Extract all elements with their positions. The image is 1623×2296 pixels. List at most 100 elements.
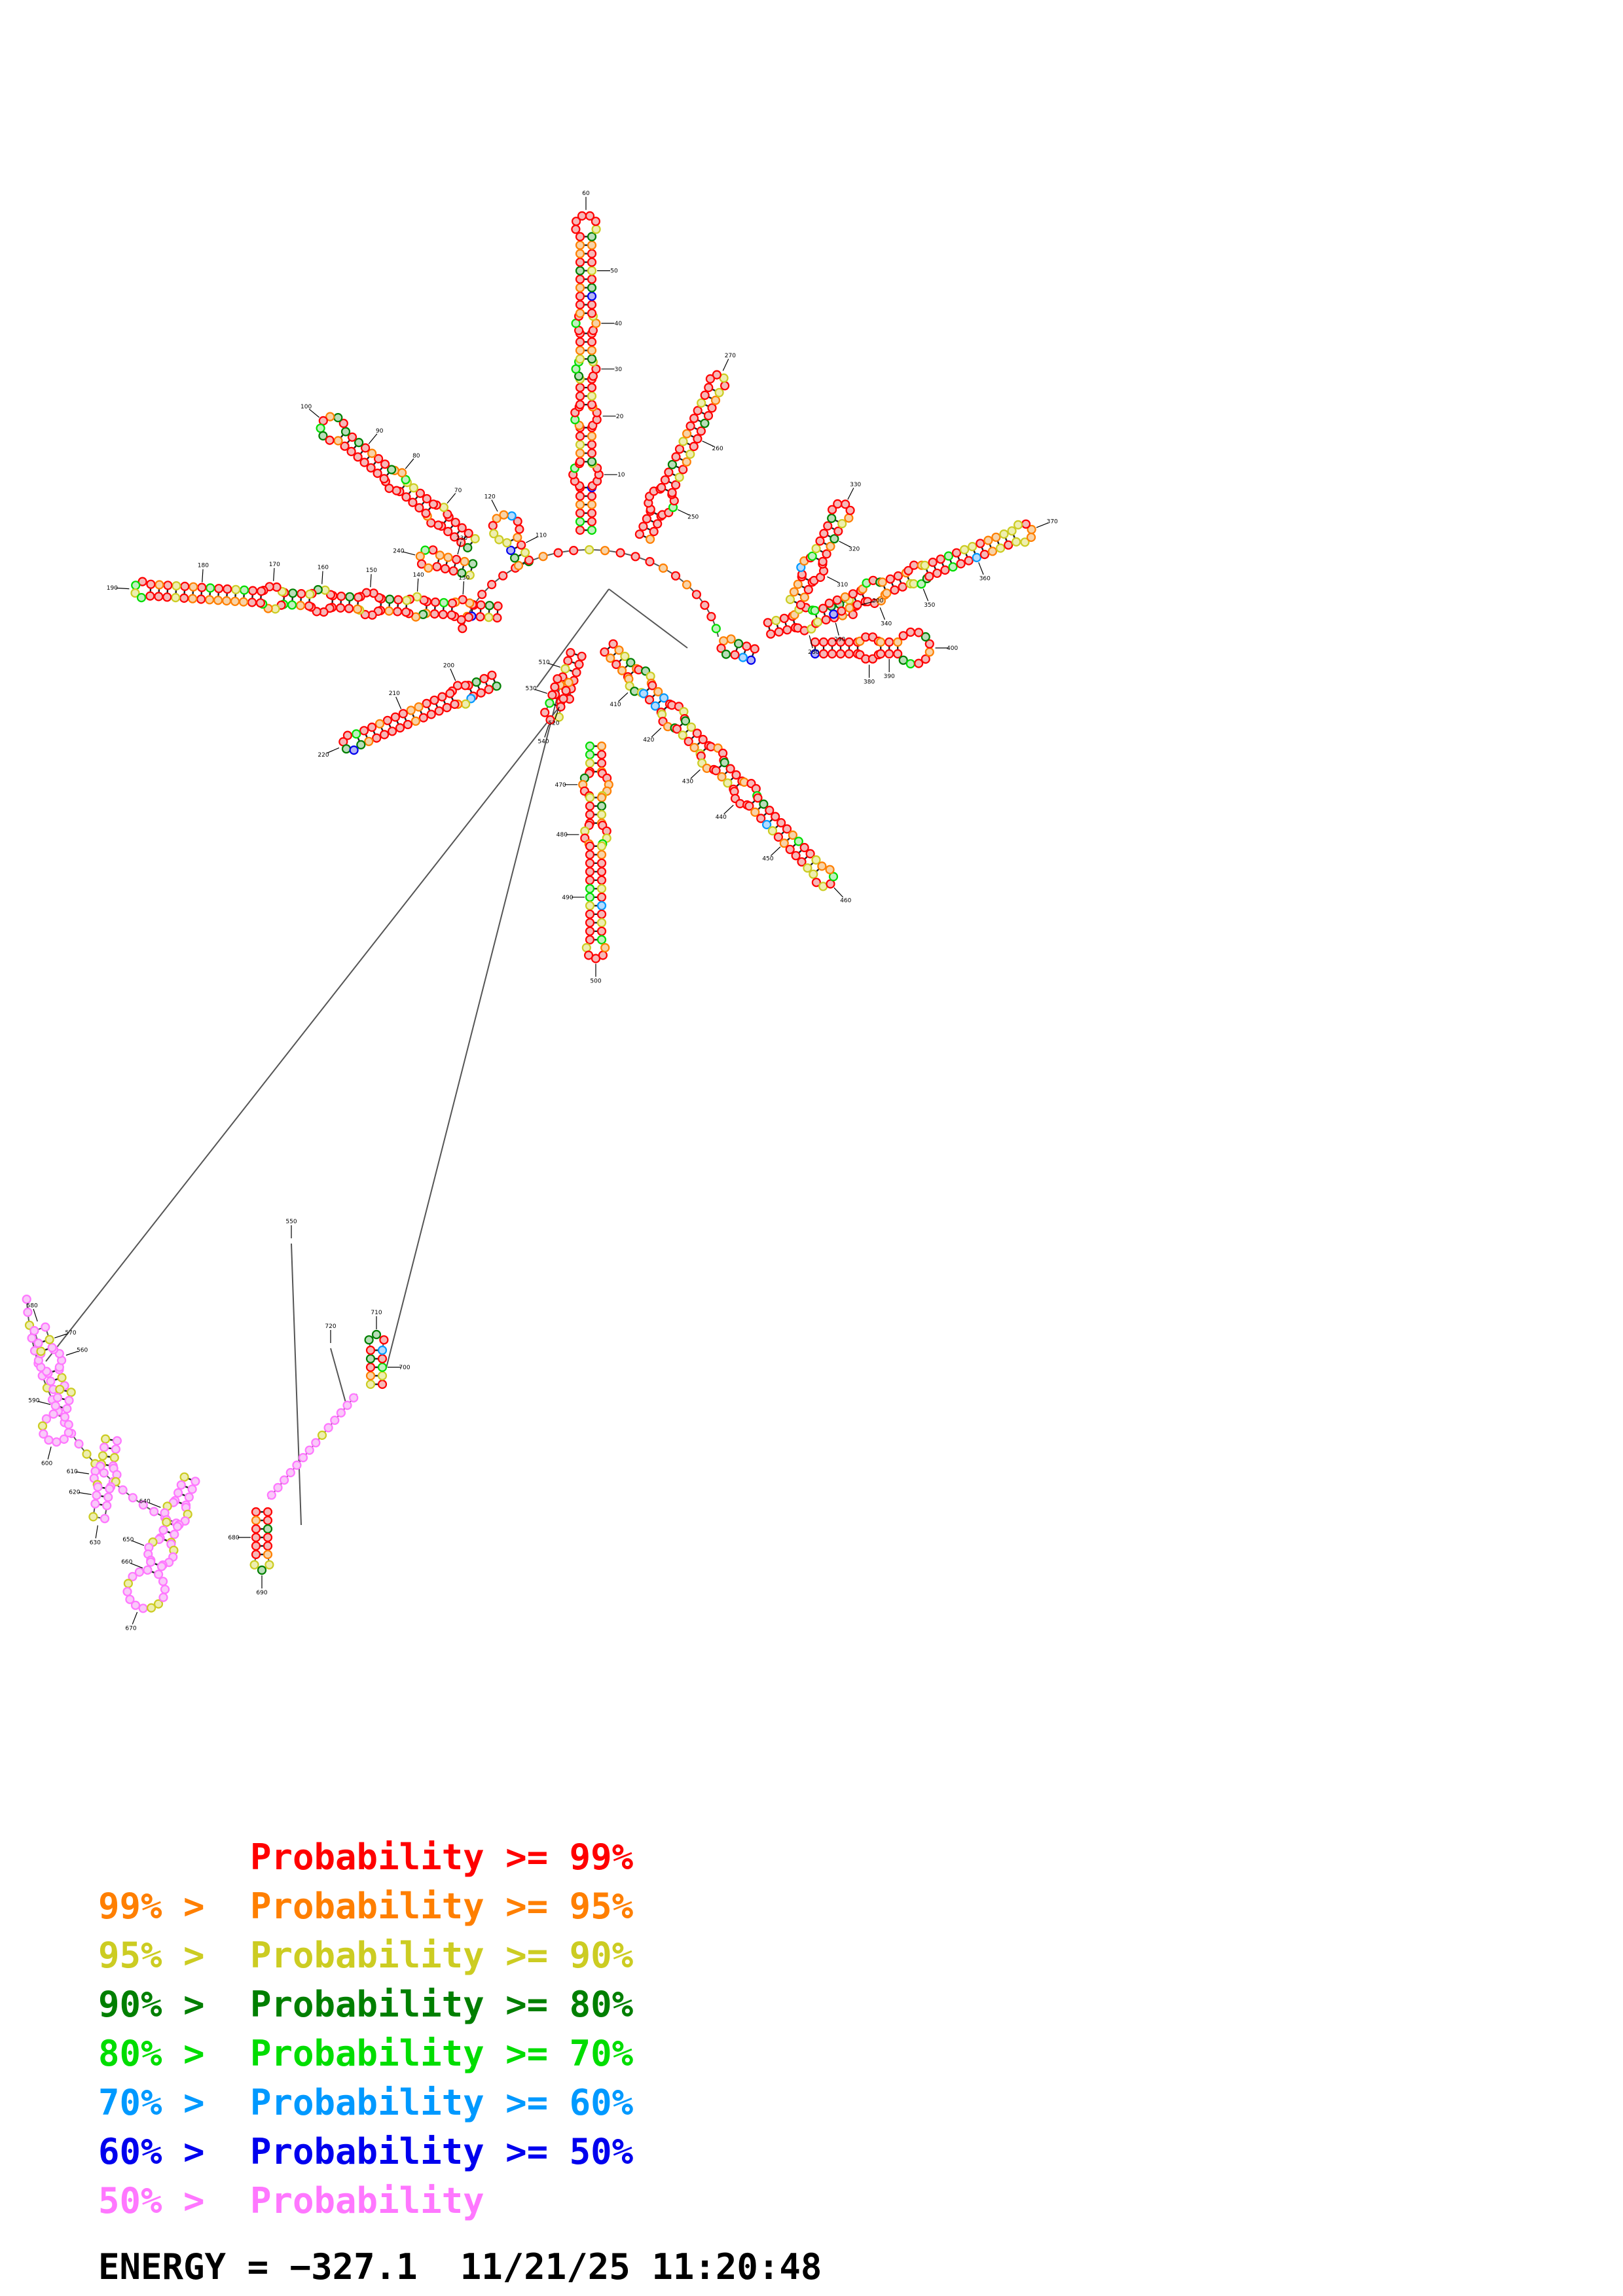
nucleotide [671,452,681,462]
nucleotide [64,1420,73,1429]
nucleotide [682,457,691,467]
nucleotide [991,532,1001,542]
nucleotide [345,592,355,601]
nucleotide [365,1362,376,1372]
nucleotide [575,516,585,527]
position-labels: 10 20 30 40 50 60 70 80 90 100 110 120 130 140 150 160 1… [27,190,1059,1632]
nucleotide [596,841,607,851]
position-number: 360 [979,576,991,583]
nucleotide [499,510,509,520]
nucleotide [230,596,240,606]
legend-row: 95% > Probability >= 90% [98,1931,633,1980]
nucleotide [575,491,585,501]
nucleotide [600,647,610,657]
nucleotide [336,1408,346,1418]
label-tick [1036,522,1049,528]
nucleotide [101,1434,111,1444]
nucleotide [553,674,562,684]
nucleotide [587,291,597,301]
label-tick [65,1350,79,1356]
nucleotide [788,830,798,840]
nucleotide [263,1524,273,1534]
nucleotide [890,585,900,595]
nucleotide [706,611,716,622]
nucleotide [492,514,501,524]
position-number: 320 [848,547,860,553]
nucleotide [763,618,773,628]
nucleotide [585,841,595,851]
nucleotide [382,715,393,725]
label-tick [839,541,851,548]
nucleotide [596,741,607,751]
multiloop-backbone [475,597,480,602]
nucleotide [617,666,627,675]
nucleotide [575,440,585,450]
nucleotide [23,1307,33,1318]
multiloop-backbone [533,557,539,561]
position-number: 710 [371,1310,382,1316]
nucleotide [434,706,444,716]
nucleotide [885,574,896,584]
legend-label: Probability [250,2180,484,2221]
nucleotide [575,240,585,250]
nucleotide [730,650,740,660]
nucleotide [596,749,607,760]
nucleotide [680,716,691,726]
nucleotide [447,598,458,608]
nucleotide [658,563,668,573]
nucleotide [956,559,966,569]
nucleotide [596,892,607,902]
nucleotide [170,1530,179,1539]
label-tick [130,1562,143,1569]
nucleotide [365,1379,376,1390]
nucleotide [670,480,681,490]
nucleotide [403,719,413,730]
nucleotide [750,807,760,817]
nucleotide [585,867,595,876]
position-number: 310 [837,582,848,588]
nucleotide [136,592,147,603]
nucleotide [263,1507,273,1517]
nucleotide [377,1345,388,1355]
nucleotide [799,842,809,853]
label-tick [368,433,378,444]
nucleotide [905,627,915,637]
nucleotide [439,598,449,607]
nucleotide [513,516,522,526]
position-number: 500 [590,978,601,985]
nucleotide [759,799,769,809]
nucleotide [585,741,595,751]
label-tick [402,551,416,556]
position-number: 480 [556,832,568,838]
nucleotide [128,1571,137,1581]
nucleotide [995,543,1006,553]
nucleotide [771,615,781,626]
nucleotide [587,337,597,347]
nucleotide [575,346,585,355]
nucleotide [585,793,595,802]
nucleotide [785,594,795,605]
nucleotide [884,637,894,647]
nucleotide [1007,526,1017,536]
position-number: 370 [1047,519,1058,526]
nucleotide [774,627,784,637]
multiloop-backbone [484,587,489,592]
backbone-lines [26,215,1032,1609]
nucleotide [575,266,585,276]
nucleotide [340,427,351,437]
position-number: 170 [269,562,280,568]
multiloop-backbone [625,553,631,556]
nucleotide [577,211,587,221]
nucleotide [513,533,522,543]
nucleotide [206,583,215,593]
nucleotide [614,645,624,655]
nucleotide [137,577,147,586]
nucleotide [714,387,724,397]
nucleotide [138,1500,148,1510]
nucleotide [47,1342,57,1353]
nucleotide [742,641,752,651]
nucleotide [188,594,198,603]
nucleotide [395,723,405,733]
nucleotide [179,1472,189,1482]
label-tick [690,769,701,780]
